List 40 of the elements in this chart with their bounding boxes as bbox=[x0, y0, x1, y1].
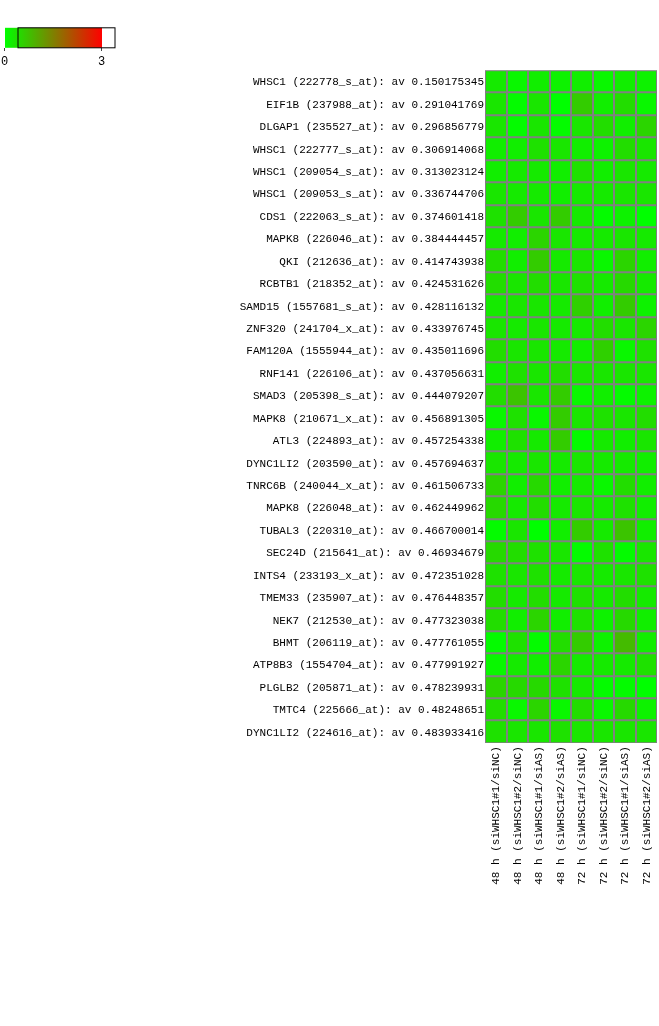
x-tick-label: 48 h (siWHSC1#1/siAS) bbox=[533, 746, 546, 885]
y-tick-label: WHSC1 (222777_s_at): av 0.306914068 bbox=[252, 143, 484, 156]
y-tick-label: DYNC1LI2 (224616_at): av 0.483933416 bbox=[246, 726, 484, 739]
y-tick-label: WHSC1 (209053_s_at): av 0.336744706 bbox=[252, 188, 484, 201]
y-tick-label: ATL3 (224893_at): av 0.457254338 bbox=[272, 435, 484, 448]
color-bar-label: 3 bbox=[98, 55, 106, 70]
y-tick-label: ATP8B3 (1554704_at): av 0.477991927 bbox=[252, 659, 484, 672]
x-tick-label: 48 h (siWHSC1#1/siNC) bbox=[490, 746, 503, 885]
y-tick-label: PLGLB2 (205871_at): av 0.478239931 bbox=[259, 681, 485, 694]
y-tick-label: ZNF320 (241704_x_at): av 0.433976745 bbox=[246, 322, 484, 335]
y-tick-label: BHMT (206119_at): av 0.477761055 bbox=[272, 636, 484, 649]
y-tick-label: MAPK8 (226048_at): av 0.462449962 bbox=[266, 502, 484, 515]
x-tick-label: 72 h (siWHSC1#2/siNC) bbox=[597, 746, 610, 885]
y-tick-label: SEC24D (215641_at): av 0.46934679 bbox=[266, 547, 484, 560]
y-tick-label: RCBTB1 (218352_at): av 0.424531626 bbox=[259, 278, 484, 291]
y-tick-label: SMAD3 (205398_s_at): av 0.444079207 bbox=[252, 390, 484, 403]
color-bar-label: 0 bbox=[1, 55, 9, 70]
y-tick-label: WHSC1 (209054_s_at): av 0.313023124 bbox=[252, 165, 485, 178]
y-tick-label: CDS1 (222063_s_at): av 0.374601418 bbox=[259, 210, 484, 223]
y-tick-label: QKI (212636_at): av 0.414743938 bbox=[279, 255, 484, 268]
y-tick-label: DYNC1LI2 (203590_at): av 0.457694637 bbox=[246, 457, 484, 470]
x-tick-label: 72 h (siWHSC1#1/siNC) bbox=[576, 746, 589, 885]
y-tick-label: TUBAL3 (220310_at): av 0.466700014 bbox=[259, 524, 485, 537]
y-tick-label: TNRC6B (240044_x_at): av 0.461506733 bbox=[246, 479, 484, 492]
x-tick-label: 48 h (siWHSC1#2/siNC) bbox=[511, 746, 524, 885]
y-tick-label: WHSC1 (222778_s_at): av 0.150175345 bbox=[252, 76, 484, 89]
y-tick-label: MAPK8 (210671_x_at): av 0.456891305 bbox=[252, 412, 484, 425]
y-tick-label: RNF141 (226106_at): av 0.437056631 bbox=[259, 367, 485, 380]
y-tick-label: TMEM33 (235907_at): av 0.476448357 bbox=[259, 592, 484, 605]
y-tick-label: EIF1B (237988_at): av 0.291041769 bbox=[266, 98, 484, 111]
y-tick-label: FAM120A (1555944_at): av 0.435011696 bbox=[246, 345, 484, 358]
y-tick-label: MAPK8 (226046_at): av 0.384444457 bbox=[266, 233, 484, 246]
x-tick-label: 72 h (siWHSC1#1/siAS) bbox=[619, 746, 632, 885]
x-tick-label: 72 h (siWHSC1#2/siAS) bbox=[640, 746, 653, 885]
y-tick-label: SAMD15 (1557681_s_at): av 0.428116132 bbox=[239, 300, 484, 313]
y-tick-label: DLGAP1 (235527_at): av 0.296856779 bbox=[259, 121, 484, 134]
y-tick-label: INTS4 (233193_x_at): av 0.472351028 bbox=[252, 569, 484, 582]
y-tick-label: TMTC4 (225666_at): av 0.48248651 bbox=[272, 704, 485, 717]
y-tick-label: NEK7 (212530_at): av 0.477323038 bbox=[272, 614, 484, 627]
x-tick-label: 48 h (siWHSC1#2/siAS) bbox=[554, 746, 567, 885]
